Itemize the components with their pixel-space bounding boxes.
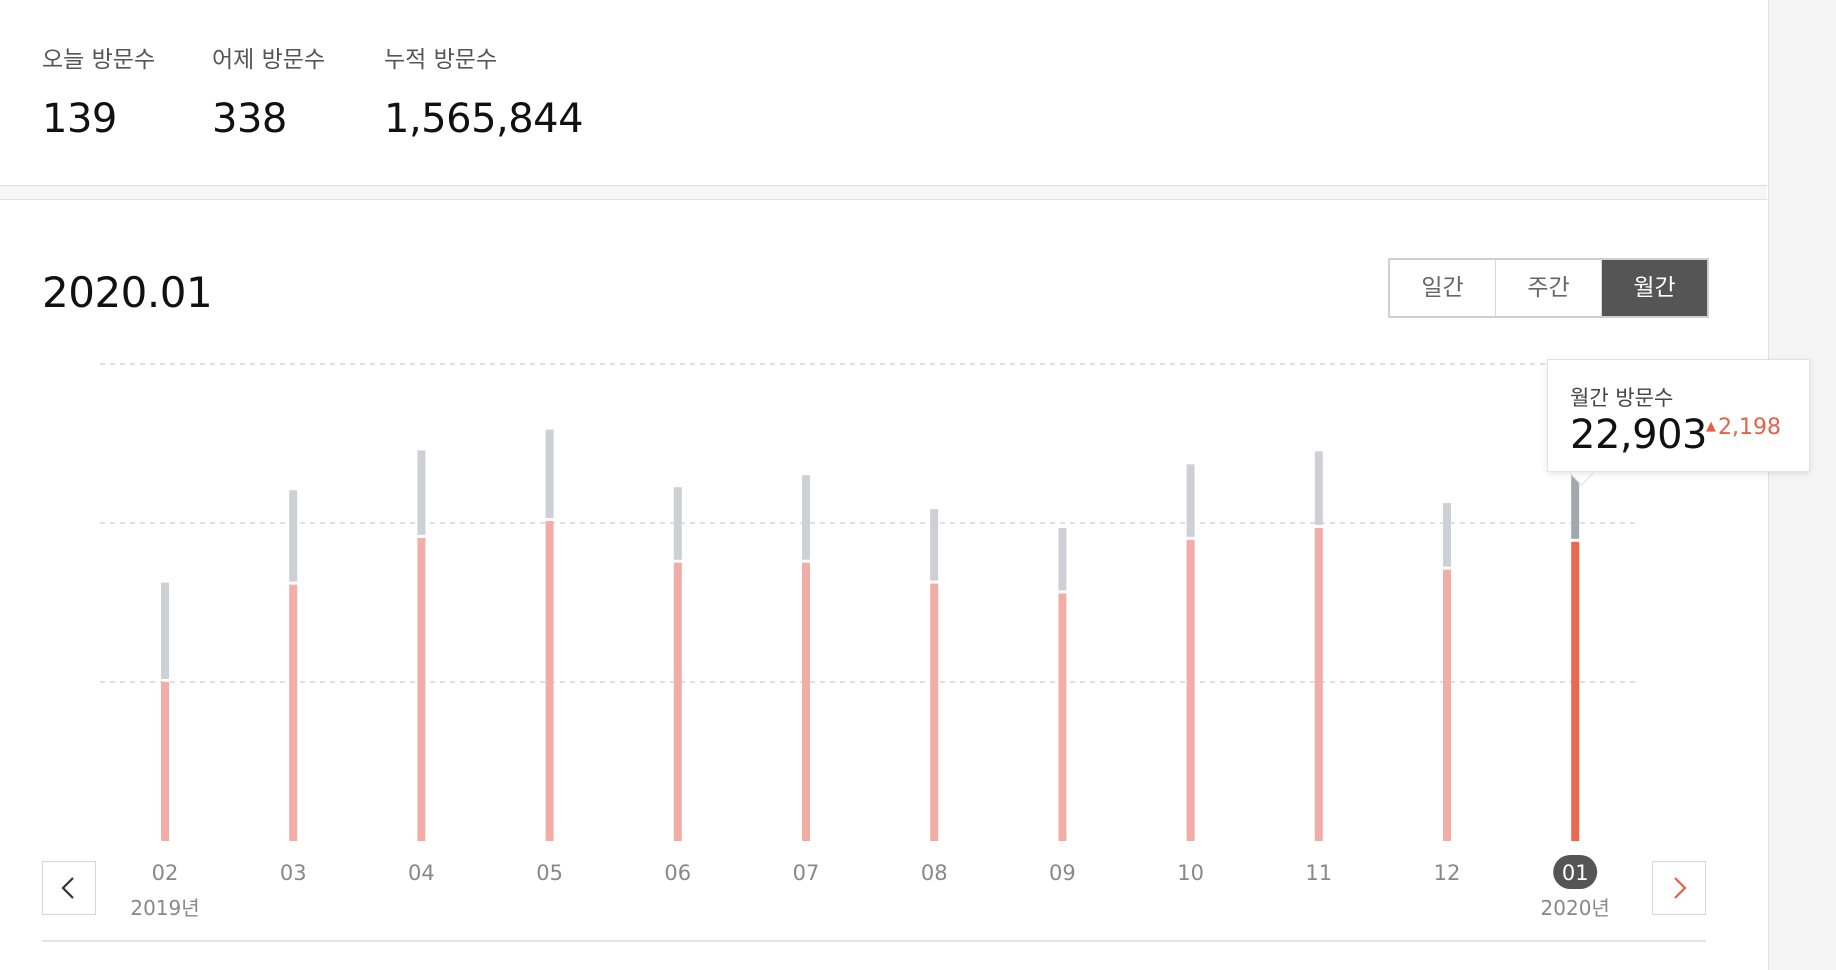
tooltip-delta: ▲2,198: [1706, 415, 1781, 440]
prev-period-button[interactable]: [42, 861, 96, 915]
today-visits-value: 139: [42, 96, 117, 142]
bar-lower-02: [161, 681, 169, 841]
bar-lower-12: [1443, 569, 1451, 841]
year-label: 2019년: [130, 896, 199, 920]
bar-lower-04: [417, 537, 426, 841]
bar-upper-10: [1186, 464, 1195, 537]
bar-lower-06: [673, 562, 682, 841]
x-tick-label: 02: [152, 861, 179, 885]
bar-upper-12: [1443, 503, 1451, 567]
x-tick-label: 01: [1562, 861, 1589, 885]
today-visits: 오늘 방문수 139: [42, 40, 155, 142]
x-tick-label: 07: [793, 861, 820, 885]
x-tick-label: 11: [1305, 861, 1332, 885]
x-tick-label: 05: [536, 861, 563, 885]
bar-lower-03: [289, 584, 298, 841]
chart-bottom-divider: [42, 940, 1706, 942]
bar-upper-06: [673, 487, 682, 560]
bar-lower-09: [1058, 593, 1067, 841]
tab-weekly[interactable]: 주간: [1496, 260, 1602, 316]
bar-upper-09: [1058, 527, 1067, 591]
x-tick-label: 09: [1049, 861, 1076, 885]
yesterday-visits-value: 338: [212, 96, 287, 142]
panel-divider: [0, 186, 1767, 200]
bar-upper-07: [802, 475, 810, 560]
bar-lower-10: [1186, 539, 1195, 841]
bar-lower-07: [802, 562, 810, 841]
x-tick-label: 04: [408, 861, 435, 885]
visit-stats-panel: 오늘 방문수 139 어제 방문수 338 누적 방문수 1,565,844: [0, 0, 1767, 186]
triangle-up-icon: ▲: [1706, 419, 1716, 434]
chevron-right-icon: [1674, 877, 1687, 899]
bar-upper-01: [1571, 464, 1580, 539]
yesterday-visits: 어제 방문수 338: [212, 40, 325, 142]
x-tick-label: 12: [1434, 861, 1461, 885]
bar-lower-11: [1314, 527, 1323, 841]
chart-tooltip: 월간 방문수 22,903 ▲2,198: [1547, 359, 1810, 472]
tooltip-value: 22,903: [1570, 412, 1707, 458]
tab-daily[interactable]: 일간: [1390, 260, 1496, 316]
bar-lower-01: [1571, 541, 1580, 841]
next-period-button[interactable]: [1652, 861, 1706, 915]
period-title: 2020.01: [42, 268, 213, 317]
year-label: 2020년: [1541, 896, 1610, 920]
total-visits-label: 누적 방문수: [384, 47, 498, 73]
tooltip-delta-value: 2,198: [1718, 415, 1781, 440]
bar-lower-08: [930, 583, 939, 841]
total-visits-value: 1,565,844: [384, 96, 584, 142]
bar-upper-08: [930, 509, 939, 581]
x-tick-label: 08: [921, 861, 948, 885]
chevron-left-icon: [61, 877, 74, 899]
bar-upper-03: [289, 490, 298, 582]
x-tick-label: 03: [280, 861, 307, 885]
bar-upper-05: [545, 429, 554, 518]
tooltip-label: 월간 방문수: [1570, 386, 1674, 410]
today-visits-label: 오늘 방문수: [42, 47, 156, 73]
yesterday-visits-label: 어제 방문수: [212, 47, 326, 73]
period-toggle: 일간 주간 월간: [1388, 258, 1709, 318]
bar-upper-04: [417, 450, 426, 535]
total-visits: 누적 방문수 1,565,844: [384, 40, 584, 142]
tab-monthly[interactable]: 월간: [1602, 260, 1707, 316]
bar-upper-02: [161, 582, 169, 679]
selected-month-badge: [1553, 855, 1598, 889]
bar-upper-11: [1314, 451, 1323, 525]
right-gutter: [1768, 0, 1836, 970]
x-tick-label: 06: [664, 861, 691, 885]
x-tick-label: 10: [1177, 861, 1204, 885]
bar-lower-05: [545, 520, 554, 841]
